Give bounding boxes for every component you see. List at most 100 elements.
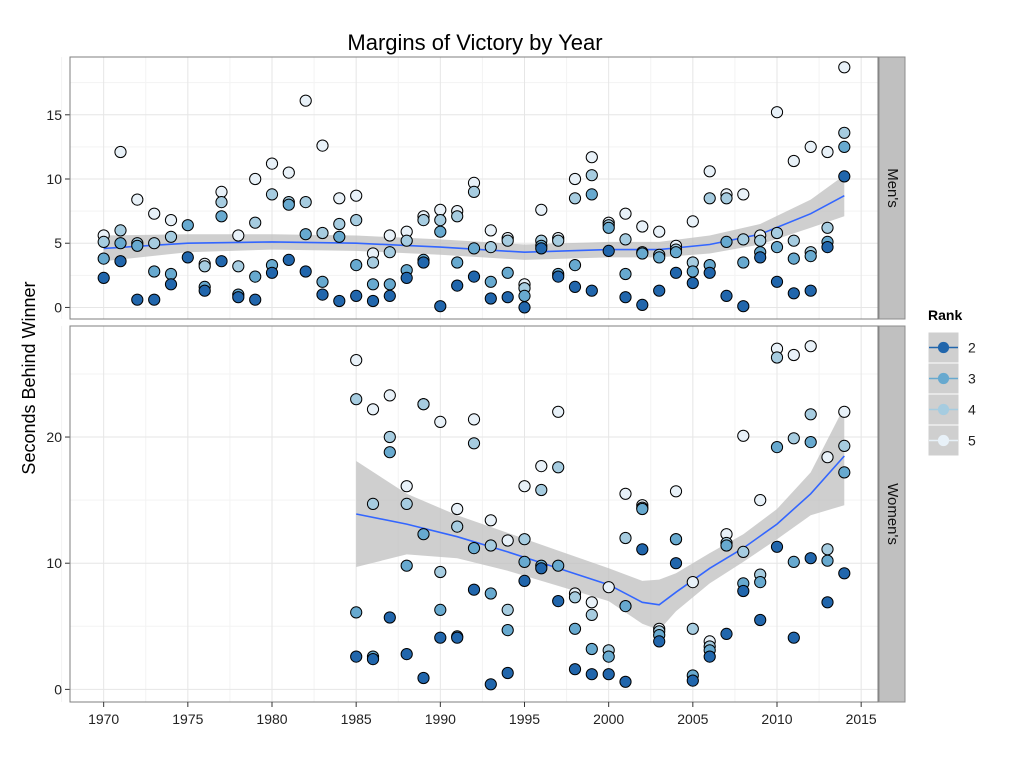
data-point-rank-5 xyxy=(535,203,548,216)
x-tick-label: 1985 xyxy=(341,711,372,727)
data-point-rank-3 xyxy=(366,278,380,291)
x-tick-label: 2010 xyxy=(761,711,792,727)
data-point-rank-5 xyxy=(215,185,228,198)
data-point-rank-5 xyxy=(249,172,262,186)
data-point-rank-5 xyxy=(703,165,716,178)
data-point-rank-2 xyxy=(501,291,514,304)
data-point-rank-3 xyxy=(669,533,683,546)
legend-label-3: 3 xyxy=(968,371,976,387)
data-point-rank-5 xyxy=(737,188,750,201)
smooth-line xyxy=(356,455,845,606)
data-point-rank-5 xyxy=(770,106,784,119)
data-point-rank-4 xyxy=(821,543,834,556)
data-point-rank-5 xyxy=(821,451,834,464)
data-point-rank-5 xyxy=(467,413,481,426)
data-point-rank-5 xyxy=(602,581,615,594)
legend-key-5 xyxy=(927,424,960,457)
data-point-rank-3 xyxy=(602,650,615,663)
legend: Rank 2 3 4 5 xyxy=(927,307,976,457)
data-point-rank-3 xyxy=(299,228,312,241)
x-tick-label: 1975 xyxy=(172,711,203,727)
data-point-rank-5 xyxy=(131,193,144,206)
data-point-rank-2 xyxy=(434,631,447,644)
y-tick-label: 20 xyxy=(46,429,62,445)
data-point-rank-3 xyxy=(720,539,733,552)
data-point-rank-2 xyxy=(838,170,851,183)
data-point-rank-4 xyxy=(770,351,784,364)
data-point-rank-4 xyxy=(467,185,481,198)
data-point-rank-2 xyxy=(754,613,767,627)
data-point-rank-5 xyxy=(838,405,851,418)
data-point-rank-4 xyxy=(552,461,565,474)
data-point-rank-5 xyxy=(585,151,598,164)
x-tick-label: 2000 xyxy=(593,711,624,727)
panel-womens: 0 10 20 Women's xyxy=(46,325,906,703)
data-point-rank-2 xyxy=(451,631,464,644)
data-point-rank-2 xyxy=(737,584,750,598)
y-tick-label: 5 xyxy=(54,235,62,251)
panel-contents xyxy=(97,61,851,314)
legend-label-5: 5 xyxy=(968,433,976,449)
data-point-rank-4 xyxy=(366,256,380,269)
data-point-rank-5 xyxy=(585,596,598,609)
data-point-rank-5 xyxy=(350,354,363,367)
data-point-rank-3 xyxy=(568,622,582,635)
data-point-rank-2 xyxy=(804,552,817,565)
panels-layer: 0 5 10 15 Men's 0 10 20 Women's xyxy=(46,56,906,703)
data-point-rank-4 xyxy=(535,483,548,497)
data-point-rank-3 xyxy=(131,239,144,252)
data-point-rank-2 xyxy=(181,251,194,264)
data-point-rank-4 xyxy=(400,497,413,510)
data-point-rank-4 xyxy=(350,214,363,227)
data-point-rank-2 xyxy=(653,635,666,648)
data-point-rank-5 xyxy=(653,225,666,238)
data-point-rank-3 xyxy=(434,225,447,238)
data-point-rank-2 xyxy=(366,294,380,308)
data-point-rank-3 xyxy=(770,241,784,254)
data-point-rank-5 xyxy=(383,389,396,402)
data-point-rank-2 xyxy=(148,293,161,306)
data-point-rank-2 xyxy=(501,666,514,680)
data-point-rank-2 xyxy=(467,583,481,596)
x-tick-label: 1970 xyxy=(88,711,119,727)
data-point-rank-5 xyxy=(282,166,295,179)
data-point-rank-3 xyxy=(282,198,295,211)
data-point-rank-3 xyxy=(585,642,598,656)
data-point-rank-5 xyxy=(232,229,245,242)
data-point-rank-5 xyxy=(518,480,531,493)
data-point-rank-5 xyxy=(366,403,380,416)
data-point-rank-3 xyxy=(249,270,262,283)
data-point-rank-2 xyxy=(232,291,245,304)
data-point-rank-2 xyxy=(417,671,430,685)
data-point-rank-4 xyxy=(400,234,413,247)
data-point-rank-3 xyxy=(720,235,733,248)
data-point-rank-4 xyxy=(484,241,497,254)
data-point-rank-5 xyxy=(686,215,699,228)
confidence-ribbon xyxy=(103,175,845,262)
data-point-rank-5 xyxy=(350,189,363,202)
data-point-rank-2 xyxy=(737,300,750,313)
facet-strip xyxy=(878,325,906,703)
x-tick-label: 1990 xyxy=(425,711,456,727)
panel-border xyxy=(69,325,879,703)
data-point-rank-5 xyxy=(669,485,683,498)
data-point-rank-3 xyxy=(686,265,699,278)
data-point-rank-2 xyxy=(821,596,834,609)
data-point-rank-2 xyxy=(821,241,834,254)
data-point-rank-4 xyxy=(838,126,851,139)
data-point-rank-3 xyxy=(653,251,666,264)
y-tick-label: 15 xyxy=(46,107,62,123)
data-point-rank-4 xyxy=(737,545,750,559)
data-point-rank-5 xyxy=(821,145,834,159)
data-point-rank-3 xyxy=(400,559,413,572)
data-point-rank-5 xyxy=(434,203,447,216)
data-point-rank-2 xyxy=(265,266,279,279)
data-point-rank-4 xyxy=(518,533,531,546)
data-point-rank-5 xyxy=(383,229,396,242)
data-point-rank-2 xyxy=(585,284,598,297)
data-point-rank-3 xyxy=(568,259,582,272)
data-point-rank-5 xyxy=(686,576,699,589)
data-point-rank-4 xyxy=(501,234,514,247)
data-point-rank-2 xyxy=(703,650,716,663)
